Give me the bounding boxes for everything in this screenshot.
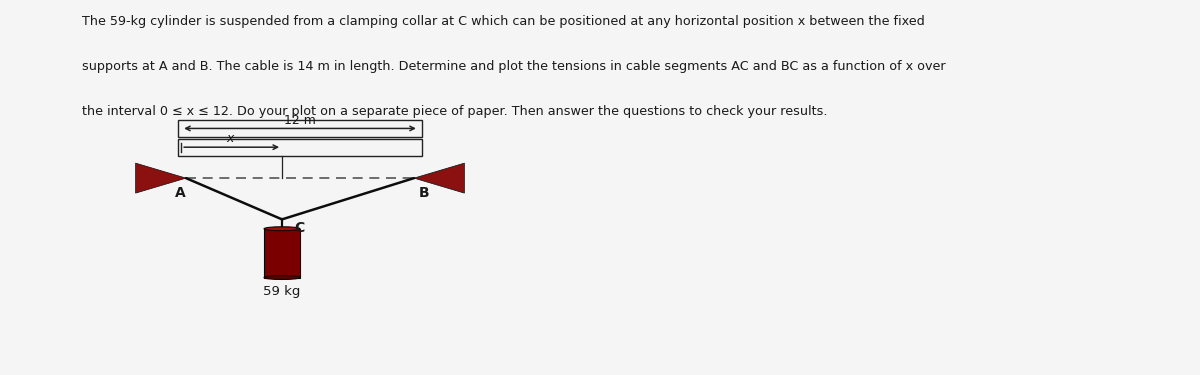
Bar [178,120,422,137]
Text: C: C [294,221,305,235]
Bar [178,139,422,156]
Polygon shape [136,163,186,193]
Text: The 59-kg cylinder is suspended from a clamping collar at C which can be positio: The 59-kg cylinder is suspended from a c… [82,15,924,28]
Text: B: B [419,186,428,200]
Polygon shape [414,163,464,193]
Text: 59 kg: 59 kg [263,285,301,298]
Ellipse shape [264,276,300,279]
Text: supports at A and B. The cable is 14 m in length. Determine and plot the tension: supports at A and B. The cable is 14 m i… [82,60,946,73]
Text: x: x [226,132,234,146]
Text: A: A [175,186,185,200]
Bar [264,229,300,278]
Text: the interval 0 ≤ x ≤ 12. Do your plot on a separate piece of paper. Then answer : the interval 0 ≤ x ≤ 12. Do your plot on… [82,105,827,118]
Ellipse shape [264,227,300,231]
Text: 12 m: 12 m [284,114,316,127]
